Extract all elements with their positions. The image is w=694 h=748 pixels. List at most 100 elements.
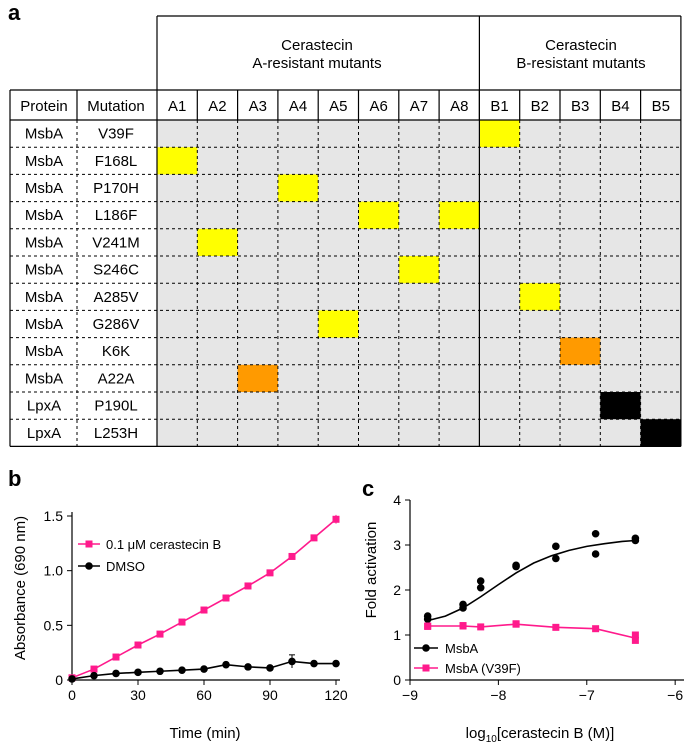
chart-b-point (156, 630, 164, 638)
chart-b-point (244, 663, 252, 671)
chart-b-point (90, 671, 98, 680)
chart-b-point (310, 659, 318, 668)
chart-c-y-tick-label: 1 (393, 627, 401, 643)
highlight-cell (197, 228, 238, 256)
chart-c-x-tick-label: −7 (579, 687, 595, 703)
panel-label-a: a (8, 0, 21, 25)
row-mutation: V241M (92, 234, 140, 251)
row-protein: MsbA (25, 234, 63, 251)
row-protein: MsbA (25, 126, 63, 143)
chart-b-point (310, 534, 318, 542)
highlight-cell (640, 419, 681, 447)
column-header-a6: A6 (369, 98, 387, 115)
chart-c-msba-point (459, 604, 467, 612)
row-protein: MsbA (25, 289, 63, 306)
chart-b-legend-marker (85, 562, 93, 570)
group-b-title-line2: B-resistant mutants (516, 55, 645, 72)
chart-c-msba-point (591, 529, 600, 538)
column-header-b1: B1 (490, 98, 508, 115)
row-mutation: L186F (95, 207, 138, 224)
row-protein: MsbA (25, 262, 63, 279)
chart-c-legend-label: MsbA (V39F) (445, 661, 521, 676)
chart-b-x-tick-label: 0 (68, 687, 76, 703)
highlight-cell (600, 392, 641, 420)
row-protein: LpxA (27, 398, 61, 415)
chart-b-point (200, 606, 208, 614)
highlight-cell (560, 337, 601, 365)
row-mutation: F168L (95, 153, 138, 170)
chart-b-point (200, 665, 208, 673)
chart-c-msba-point (476, 583, 485, 592)
chart-c-x-tick-label: −9 (402, 687, 418, 703)
column-header-a2: A2 (208, 98, 226, 115)
chart-b-point (68, 675, 76, 683)
chart-c-x-tick-label: −6 (667, 687, 683, 703)
chart-b-legend-label: 0.1 μM cerastecin B (106, 537, 221, 552)
chart-c-msba-point (631, 536, 640, 545)
highlight-cell (277, 174, 319, 202)
group-a-title-line2: A-resistant mutants (252, 55, 381, 72)
row-mutation: L253H (94, 425, 138, 442)
chart-c-v39f-point (424, 622, 432, 630)
column-header-a1: A1 (168, 98, 186, 115)
row-protein: LpxA (27, 425, 61, 442)
chart-b-y-tick-label: 0 (55, 672, 63, 688)
chart-b-x-tick-label: 30 (130, 687, 146, 703)
chart-b-ylabel: Absorbance (690 nm) (12, 516, 29, 660)
column-header-b4: B4 (611, 98, 629, 115)
row-protein: MsbA (25, 153, 63, 170)
mutation-table: A1 A2 A3 A4 A5 A6 A7 A8 B1 B2 B3 B4 B5 MsbA V39F MsbA F1… (9, 15, 682, 447)
chart-b-legend-label: DMSO (106, 559, 145, 574)
column-header-a8: A8 (450, 98, 468, 115)
chart-b-y-tick-label: 1.5 (44, 508, 64, 524)
chart-c-msba-point (552, 554, 560, 563)
chart-b-point (134, 641, 142, 649)
chart-c-v39f-point (631, 636, 639, 644)
chart-b-point (222, 594, 230, 602)
column-header-a5: A5 (329, 98, 347, 115)
highlight-cell (237, 364, 278, 392)
row-protein: MsbA (25, 370, 63, 387)
column-header-protein: Protein (20, 98, 68, 115)
chart-c-v39f-line (427, 623, 636, 639)
chart-c-msba-point (552, 542, 560, 551)
group-a-title-line1: Cerastecin (281, 37, 353, 54)
row-mutation: G286V (93, 316, 140, 333)
chart-b-xlabel: Time (min) (169, 725, 240, 742)
chart-c-y-tick-label: 3 (393, 537, 401, 553)
chart-c-legend-marker (422, 664, 430, 672)
highlight-cell (318, 310, 359, 338)
chart-c-msba-point (512, 562, 520, 571)
chart-b-point (112, 653, 120, 661)
column-header-a4: A4 (289, 98, 307, 115)
chart-b-x-tick-label: 90 (262, 687, 278, 703)
chart-c-v39f-point (459, 622, 467, 630)
chart-c-y-tick-label: 4 (393, 492, 401, 508)
chart-b-point (156, 667, 164, 676)
chart-b-point (266, 664, 274, 672)
chart-c-msba-fit-curve (427, 539, 636, 622)
row-mutation: P190L (94, 398, 137, 415)
highlight-cell (157, 147, 198, 175)
column-header-a3: A3 (249, 98, 267, 115)
chart-b-point (332, 659, 340, 668)
row-mutation: P170H (93, 180, 139, 197)
chart-b-point (178, 618, 186, 626)
chart-b-x-tick-label: 60 (196, 687, 212, 703)
group-b-title-line1: Cerastecin (545, 37, 617, 54)
highlight-cell (519, 283, 560, 311)
chart-b-point (112, 669, 120, 678)
panel-label-b: b (8, 466, 22, 491)
chart-c-xlabel: log10[cerastecin B (M)] (466, 725, 615, 745)
chart-c-x-tick-label: −8 (490, 687, 506, 703)
row-mutation: S246C (93, 262, 139, 279)
chart-c-v39f-point (477, 623, 485, 631)
highlight-cell (398, 256, 440, 284)
row-protein: MsbA (25, 343, 63, 360)
highlight-cell (479, 120, 520, 148)
chart-b-point (288, 552, 296, 560)
chart-b-x-tick-label: 120 (324, 687, 348, 703)
chart-c-y-tick-label: 0 (393, 672, 401, 688)
row-mutation: K6K (102, 343, 130, 360)
chart-b-point (178, 666, 186, 674)
